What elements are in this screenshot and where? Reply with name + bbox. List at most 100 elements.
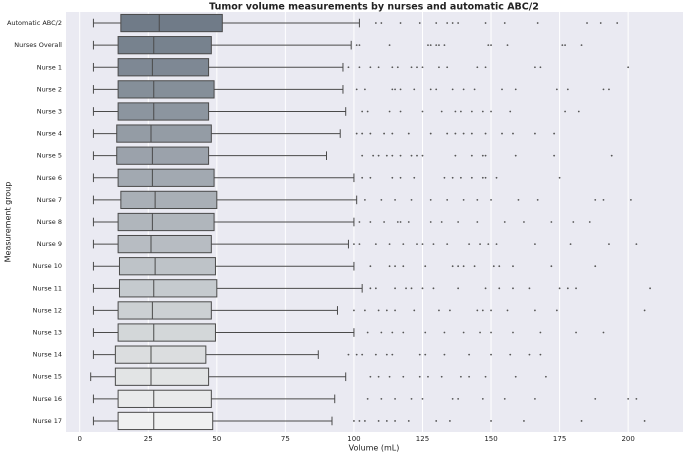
outlier xyxy=(421,110,424,113)
outlier xyxy=(512,132,514,135)
y-tick-label: Automatic ABC/2 xyxy=(7,19,62,27)
x-tick-label: 200 xyxy=(621,435,634,443)
outlier xyxy=(377,154,380,157)
outlier xyxy=(399,221,402,223)
outlier xyxy=(385,309,388,312)
outlier xyxy=(372,154,375,157)
outlier xyxy=(440,221,443,223)
outlier xyxy=(435,44,438,47)
outlier xyxy=(355,132,358,135)
x-tick-label: 100 xyxy=(347,435,360,443)
x-tick-label: 50 xyxy=(212,435,221,443)
outlier xyxy=(459,375,462,378)
outlier xyxy=(561,44,564,47)
outlier xyxy=(534,243,536,246)
outlier xyxy=(514,88,517,91)
box xyxy=(114,367,210,386)
outlier xyxy=(608,88,610,91)
outlier xyxy=(451,22,454,24)
outlier xyxy=(429,88,432,91)
box xyxy=(117,301,212,320)
outlier xyxy=(490,110,492,113)
y-tick-label: Nurse 11 xyxy=(33,284,62,292)
outlier xyxy=(495,176,498,179)
box xyxy=(117,36,212,55)
outlier xyxy=(394,287,396,290)
outlier xyxy=(443,44,446,47)
outlier xyxy=(369,221,372,223)
outlier xyxy=(457,22,460,24)
outlier xyxy=(501,132,503,135)
outlier xyxy=(457,265,460,268)
outlier xyxy=(470,110,473,113)
outlier xyxy=(470,132,473,135)
outlier xyxy=(361,110,364,113)
outlier xyxy=(627,397,630,400)
outlier xyxy=(643,309,646,312)
outlier xyxy=(454,154,457,157)
outlier xyxy=(380,331,383,334)
outlier xyxy=(457,397,460,400)
outlier xyxy=(454,132,457,135)
y-tick-label: Nurse 8 xyxy=(37,218,62,226)
outlier xyxy=(476,309,479,312)
outlier xyxy=(429,198,432,201)
outlier xyxy=(470,176,473,179)
box xyxy=(117,102,210,121)
outlier xyxy=(484,154,487,157)
outlier xyxy=(476,198,479,201)
outlier xyxy=(616,22,619,24)
outlier xyxy=(394,397,396,400)
box xyxy=(117,58,210,77)
outlier xyxy=(374,243,377,246)
outlier xyxy=(418,353,421,356)
x-axis-label: Volume (mL) xyxy=(349,444,400,453)
outlier xyxy=(490,309,492,312)
outlier xyxy=(383,221,385,223)
y-tick-label: Nurse 10 xyxy=(33,262,62,270)
outlier xyxy=(602,88,605,91)
outlier xyxy=(355,88,358,91)
outlier xyxy=(528,353,531,356)
outlier xyxy=(421,397,424,400)
outlier xyxy=(468,243,471,246)
outlier xyxy=(523,420,525,422)
outlier xyxy=(377,420,380,422)
outlier xyxy=(427,375,429,378)
y-tick-label: Nurse 3 xyxy=(37,107,62,115)
outlier xyxy=(509,353,512,356)
outlier xyxy=(509,110,512,113)
outlier xyxy=(572,221,575,223)
outlier xyxy=(503,221,506,223)
outlier xyxy=(649,287,651,290)
outlier xyxy=(643,420,646,422)
outlier xyxy=(449,309,451,312)
y-tick-label: Nurse 6 xyxy=(37,174,62,182)
outlier xyxy=(388,44,391,47)
box xyxy=(118,257,216,276)
outlier xyxy=(534,309,536,312)
outlier xyxy=(506,309,509,312)
outlier xyxy=(602,331,605,334)
outlier xyxy=(355,44,358,47)
outlier xyxy=(580,44,583,47)
outlier xyxy=(484,375,487,378)
outlier xyxy=(514,154,517,157)
outlier xyxy=(396,66,399,69)
outlier xyxy=(610,154,613,157)
box xyxy=(116,124,212,143)
y-tick-label: Nurse 13 xyxy=(33,329,62,337)
outlier xyxy=(484,287,487,290)
outlier xyxy=(490,44,492,47)
outlier xyxy=(446,243,449,246)
x-tick-label: 75 xyxy=(281,435,290,443)
outlier xyxy=(555,88,558,91)
outlier xyxy=(608,243,610,246)
outlier xyxy=(438,66,440,69)
outlier xyxy=(435,88,438,91)
outlier xyxy=(416,243,418,246)
y-tick-label: Nurse 16 xyxy=(33,395,62,403)
box xyxy=(120,13,223,33)
